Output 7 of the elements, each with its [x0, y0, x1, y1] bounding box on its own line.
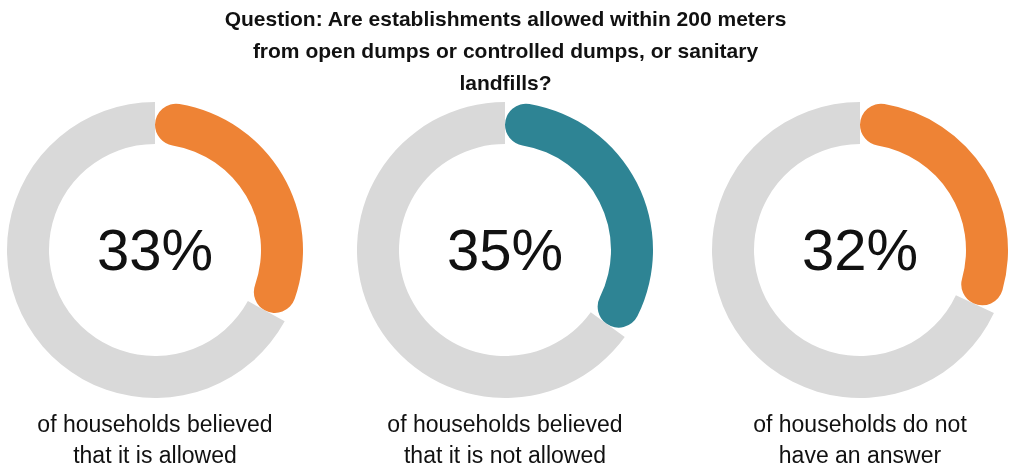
data-label: 35% — [446, 217, 564, 282]
data-label: 33% — [96, 217, 214, 282]
text: of households believed that it is allowed — [37, 411, 273, 468]
text: of households believed that it is not allowed — [387, 411, 623, 468]
data-label: 32% — [801, 217, 919, 282]
text: of households do not have an answer — [753, 411, 968, 468]
text: Question: Are establishments allowed within 200 meters from open dumps or controlled dumps, or sanitary landfills? — [224, 7, 787, 94]
